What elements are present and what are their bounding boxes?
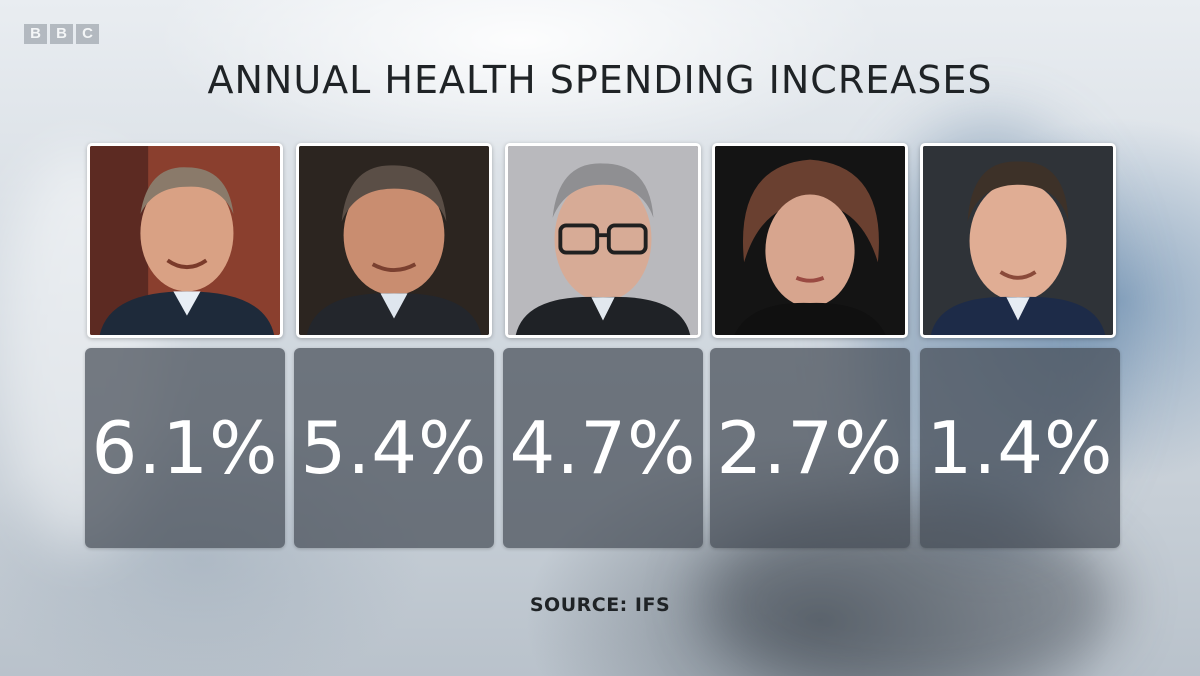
value-tile-4: 2.7% — [710, 348, 910, 548]
portrait-photo-icon — [299, 146, 489, 335]
portrait-3 — [505, 143, 701, 338]
portrait-photo-icon — [90, 146, 280, 335]
percent-value: 5.4% — [300, 406, 488, 490]
percent-value: 1.4% — [926, 406, 1114, 490]
logo-letter: B — [24, 24, 47, 44]
portrait-photo-icon — [923, 146, 1113, 335]
portrait-4 — [712, 143, 908, 338]
portrait-2 — [296, 143, 492, 338]
percent-value: 6.1% — [91, 406, 279, 490]
value-tile-5: 1.4% — [920, 348, 1120, 548]
value-tile-3: 4.7% — [503, 348, 703, 548]
portrait-photo-icon — [715, 146, 905, 335]
portrait-1 — [87, 143, 283, 338]
value-tile-2: 5.4% — [294, 348, 494, 548]
logo-letter: C — [76, 24, 99, 44]
percent-value: 2.7% — [716, 406, 904, 490]
portrait-photo-icon — [508, 146, 698, 335]
bbc-logo: B B C — [24, 24, 99, 44]
percent-value: 4.7% — [509, 406, 697, 490]
portrait-5 — [920, 143, 1116, 338]
value-tile-1: 6.1% — [85, 348, 285, 548]
logo-letter: B — [50, 24, 73, 44]
source-credit: SOURCE: IFS — [529, 594, 671, 616]
graphic-title: ANNUAL HEALTH SPENDING INCREASES — [207, 58, 993, 102]
